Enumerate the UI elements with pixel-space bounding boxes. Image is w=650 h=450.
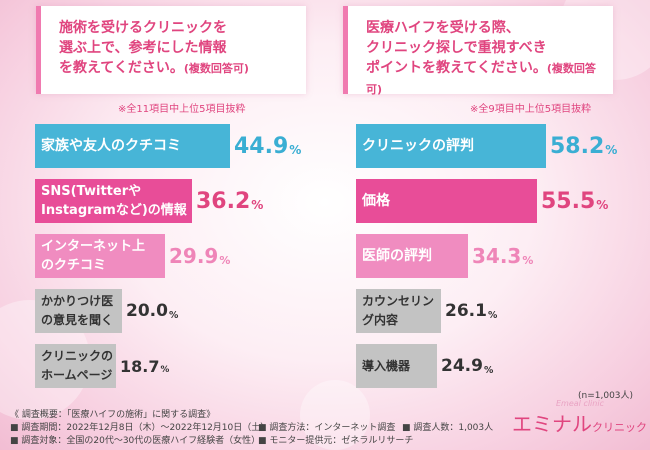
bar-right-5: 導入機器	[356, 344, 437, 388]
right-note: ※全9項目中上位5項目抜粋	[470, 104, 592, 115]
value-label-left-5: 18.7%	[120, 356, 170, 376]
left-question: 施術を受けるクリニックを 選ぶ上で、参考にした情報 を教えてください。(複数回答…	[59, 20, 249, 76]
survey-count: ■ 調査人数：1,003人	[402, 423, 494, 433]
bar-left-2: SNS(Twitterや Instagramなど)の情報	[35, 179, 192, 223]
clinic-logo: Emeal clinic エミナルクリニック	[512, 399, 647, 436]
value-label-right-5: 24.9%	[441, 356, 494, 376]
bar-right-1: クリニックの評判	[356, 124, 546, 168]
survey-method: ■ 調査方法：インターネット調査	[258, 423, 396, 433]
bar-right-3: 医師の評判	[356, 234, 468, 278]
sample-size: (n=1,003人)	[578, 391, 634, 401]
bar-left-3: インターネット上 のクチコミ	[35, 234, 165, 278]
bar-right-4: カウンセリング内容	[356, 289, 441, 333]
right-question-box: 医療ハイフを受ける際、 クリニック探しで重視すべき ポイントを教えてください。(…	[343, 6, 613, 96]
value-label-right-3: 34.3%	[472, 244, 534, 268]
value-label-left-4: 20.0%	[126, 301, 179, 321]
right-question: 医療ハイフを受ける際、 クリニック探しで重視すべき ポイントを教えてください。(…	[366, 20, 596, 96]
survey-summary: 《 調査概要：「医療ハイフの施術」に関する調査》	[10, 410, 216, 420]
bar-right-2: 価格	[356, 179, 537, 223]
value-label-left-3: 29.9%	[169, 244, 231, 268]
value-label-right-2: 55.5%	[541, 188, 609, 214]
left-note: ※全11項目中上位5項目抜粋	[118, 104, 246, 115]
survey-provider: ■ モニター提供元：ゼネラルリサーチ	[258, 436, 414, 446]
bar-left-4: かかりつけ医 の意見を聞く	[35, 289, 122, 333]
survey-target: ■ 調査対象：全国の20代〜30代の医療ハイフ経験者（女性）	[10, 436, 261, 446]
value-label-left-2: 36.2%	[196, 188, 264, 214]
survey-period: ■ 調査期間：2022年12月8日（木）〜2022年12月10日（土）	[10, 423, 270, 433]
value-label-left-1: 44.9%	[234, 133, 302, 159]
left-question-box: 施術を受けるクリニックを 選ぶ上で、参考にした情報 を教えてください。(複数回答…	[36, 6, 306, 94]
value-label-right-1: 58.2%	[550, 133, 618, 159]
value-label-right-4: 26.1%	[445, 301, 498, 321]
bar-left-1: 家族や友人のクチコミ	[35, 124, 230, 168]
bar-left-5: クリニックの ホームページ	[35, 344, 116, 388]
